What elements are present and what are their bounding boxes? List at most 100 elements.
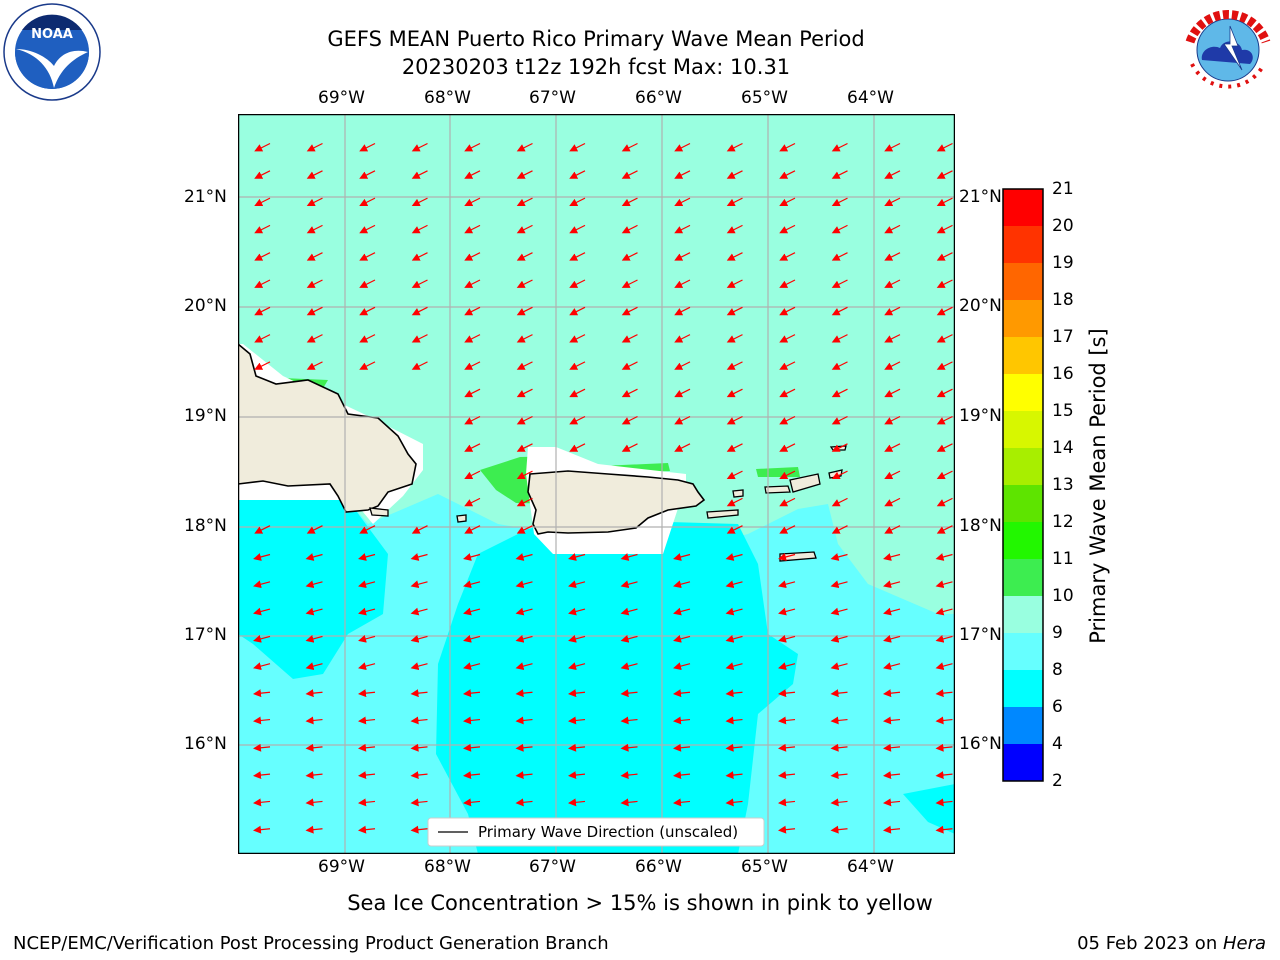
wave-direction-arrow (725, 553, 743, 561)
lon-label-top: 67°W (529, 88, 576, 108)
wave-direction-arrow (569, 306, 586, 316)
wave-direction-arrow (359, 361, 376, 370)
colorbar-tick-label: 18 (1052, 290, 1074, 310)
wave-direction-arrow (883, 662, 901, 671)
lon-label-bottom: 68°W (424, 857, 471, 877)
wave-direction-arrow (621, 142, 638, 152)
wave-direction-arrow (621, 279, 638, 288)
wave-direction-arrow (779, 197, 796, 206)
colorbar-label: Primary Wave Mean Period [s] (1086, 328, 1110, 644)
colorbar-segment (1003, 263, 1043, 301)
wave-direction-arrow (516, 415, 533, 425)
colorbar-tick-label: 13 (1052, 475, 1074, 495)
map-title: GEFS MEAN Puerto Rico Primary Wave Mean … (327, 27, 865, 51)
wave-direction-arrow (305, 825, 323, 834)
wave-direction-arrow (569, 415, 586, 425)
wave-direction-arrow (621, 334, 638, 343)
wave-direction-arrow (254, 279, 271, 288)
footer-date: 05 Feb 2023 on Hera (1077, 933, 1266, 954)
colorbar-tick-label: 14 (1052, 438, 1074, 458)
wave-direction-arrow (358, 662, 376, 671)
wave-direction-arrow (936, 224, 953, 234)
wave-direction-arrow (830, 580, 848, 589)
wave-direction-arrow (253, 825, 271, 834)
wave-direction-arrow (884, 525, 901, 534)
wave-direction-arrow (935, 825, 953, 834)
lon-label-bottom: 69°W (318, 857, 365, 877)
wave-direction-arrow (674, 224, 691, 234)
wave-direction-arrow (305, 689, 323, 698)
wave-direction-arrow (831, 142, 848, 152)
wave-direction-arrow (464, 252, 481, 261)
wave-direction-arrow (464, 415, 481, 425)
land-hispaniola (238, 342, 417, 513)
lon-label-top: 66°W (635, 88, 682, 108)
wave-direction-arrow (726, 142, 743, 152)
colorbar-tick-label: 6 (1052, 697, 1063, 717)
wave-direction-arrow (516, 361, 533, 370)
wave-direction-arrow (778, 716, 796, 725)
wave-direction-arrow (674, 197, 691, 206)
colorbar-segment (1003, 337, 1043, 375)
wave-direction-arrow (830, 716, 848, 725)
wave-direction-arrow (306, 197, 323, 206)
wave-direction-arrow (884, 470, 901, 479)
wave-direction-arrow (359, 279, 376, 288)
wave-direction-arrow (359, 306, 376, 316)
graticule (238, 114, 955, 854)
wave-direction-arrow (725, 607, 743, 616)
wave-direction-arrow (726, 361, 743, 370)
wave-direction-arrow (569, 279, 586, 288)
wave-direction-arrow (254, 361, 271, 370)
wave-direction-arrow (884, 497, 901, 507)
wave-direction-arrow (831, 388, 848, 398)
wave-direction-arrow (515, 689, 533, 698)
wave-direction-arrow (516, 170, 533, 179)
wave-direction-arrow (411, 334, 428, 343)
wave-direction-arrow (515, 580, 533, 589)
wave-direction-arrow (516, 197, 533, 206)
wave-direction-arrow (253, 771, 271, 780)
map-legend: Primary Wave Direction (unscaled) (427, 817, 765, 847)
wave-direction-arrow (305, 771, 323, 780)
wave-direction-arrow (463, 743, 481, 752)
wave-direction-arrow (935, 634, 953, 643)
wave-direction-arrow (306, 525, 323, 534)
wave-direction-arrow (306, 334, 323, 343)
wave-direction-arrow (936, 170, 953, 179)
wave-direction-arrow (253, 634, 271, 643)
lon-label-top: 68°W (424, 88, 471, 108)
wave-direction-arrow (779, 306, 796, 316)
wave-direction-arrow (778, 553, 796, 561)
wave-direction-arrow (778, 825, 796, 834)
wave-direction-arrow (463, 553, 481, 561)
wave-direction-arrow (831, 334, 848, 343)
lat-label-left: 17°N (184, 625, 227, 645)
land-st-thomas (764, 485, 791, 494)
wave-direction-arrow (674, 252, 691, 261)
wave-direction-arrow (463, 634, 481, 643)
wave-direction-arrow (936, 252, 953, 261)
wave-direction-arrow (779, 415, 796, 425)
wave-direction-arrow (305, 716, 323, 725)
wave-direction-arrow (411, 224, 428, 234)
wave-direction-arrow (779, 224, 796, 234)
colorbar-tick-label: 17 (1052, 327, 1074, 347)
colorbar-tick-label: 11 (1052, 549, 1074, 569)
wave-direction-arrow (884, 361, 901, 370)
wave-direction-arrow (569, 197, 586, 206)
wave-direction-arrow (516, 252, 533, 261)
wave-direction-arrow (830, 553, 848, 561)
wave-direction-arrow (779, 170, 796, 179)
colorbar-segment (1003, 596, 1043, 634)
wave-direction-arrow (410, 634, 428, 643)
wave-direction-arrow (410, 553, 428, 561)
land-bvi (789, 473, 821, 493)
wave-direction-arrow (884, 279, 901, 288)
wave-direction-arrow (935, 771, 953, 780)
map-frame (238, 114, 955, 854)
wave-direction-arrow (621, 252, 638, 261)
wave-direction-arrow (411, 142, 428, 152)
wave-direction-arrow (831, 306, 848, 316)
lat-label-right: 18°N (959, 516, 1002, 536)
